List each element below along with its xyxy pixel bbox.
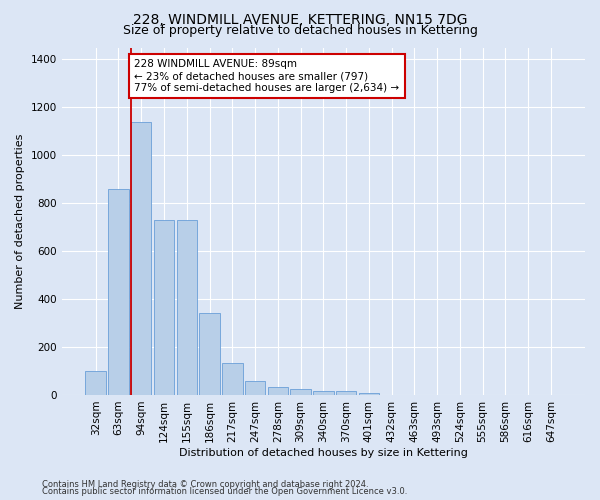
Bar [245, 380, 265, 395]
X-axis label: Distribution of detached houses by size in Kettering: Distribution of detached houses by size … [179, 448, 468, 458]
Bar [359, 392, 379, 395]
Bar [313, 390, 334, 395]
Bar [290, 389, 311, 395]
Bar [85, 371, 106, 395]
Text: 228, WINDMILL AVENUE, KETTERING, NN15 7DG: 228, WINDMILL AVENUE, KETTERING, NN15 7D… [133, 12, 467, 26]
Bar [176, 220, 197, 395]
Bar [199, 314, 220, 395]
Bar [336, 390, 356, 395]
Text: Contains HM Land Registry data © Crown copyright and database right 2024.: Contains HM Land Registry data © Crown c… [42, 480, 368, 489]
Bar [108, 189, 129, 395]
Bar [222, 362, 242, 395]
Y-axis label: Number of detached properties: Number of detached properties [15, 134, 25, 309]
Text: Size of property relative to detached houses in Kettering: Size of property relative to detached ho… [122, 24, 478, 37]
Text: Contains public sector information licensed under the Open Government Licence v3: Contains public sector information licen… [42, 487, 407, 496]
Bar [154, 220, 174, 395]
Text: 228 WINDMILL AVENUE: 89sqm
← 23% of detached houses are smaller (797)
77% of sem: 228 WINDMILL AVENUE: 89sqm ← 23% of deta… [134, 60, 400, 92]
Bar [131, 122, 151, 395]
Bar [268, 386, 288, 395]
